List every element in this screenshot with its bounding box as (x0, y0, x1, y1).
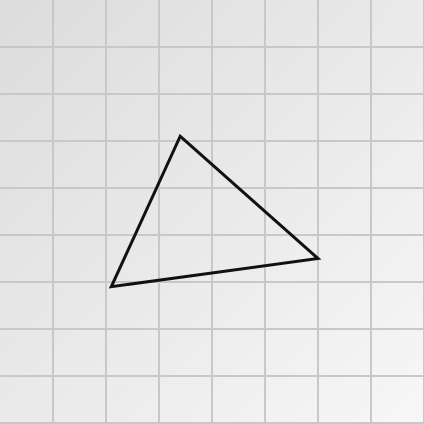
triangle-shape (108, 133, 322, 289)
